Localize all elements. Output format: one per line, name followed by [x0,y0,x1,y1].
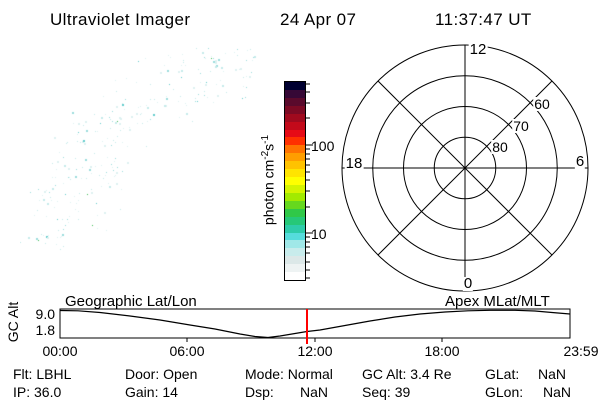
xtick-0000: 00:00 [42,343,78,359]
timeline-title-geographic: Geographic Lat/Lon [65,293,197,310]
mlat-label-80: 80 [491,139,509,155]
status-glon-value: NaN [543,384,572,400]
mlt-label-18: 18 [344,155,364,172]
gc-alt-max-label: 9.0 [35,306,55,322]
xtick-1200: 12:00 [297,343,333,359]
date-display: 24 Apr 07 [280,10,357,29]
gc-alt-axis-label: GC Alt [5,301,21,343]
status-ip: IP: 36.0 [13,384,62,400]
colorbar-gradient [284,81,306,281]
status-glat-label: GLat: [485,366,520,382]
xtick-1800: 18:00 [424,343,460,359]
mlat-label-70: 70 [512,118,530,134]
status-door: Door: Open [125,366,198,382]
status-gain: Gain: 14 [125,384,178,400]
mlt-label-0: 0 [462,275,474,292]
colorbar-units-label: photon cm-2s-1 [260,134,277,226]
gc-alt-curve [59,309,571,339]
status-dsp-value: NaN [300,384,329,400]
colorbar-tick-100: 100 [311,138,335,154]
mlt-label-12: 12 [468,41,488,58]
colorbar-tick-10: 10 [311,226,327,242]
mlat-label-60: 60 [533,96,551,112]
status-glon-label: GLon: [485,384,524,400]
status-glat-value: NaN [538,366,567,382]
gc-alt-min-label: 1.8 [35,322,55,338]
xtick-2359: 23:59 [563,343,599,359]
mlt-label-6: 6 [574,153,586,170]
status-mode: Mode: Normal [245,366,333,382]
xtick-0600: 06:00 [169,343,205,359]
status-seq: Seq: 39 [362,384,411,400]
uv-image-speckles [20,45,265,295]
time-display: 11:37:47 UT [435,10,532,29]
status-gc-alt: GC Alt: 3.4 Re [362,366,452,382]
timeline-title-apex: Apex MLat/MLT [445,293,550,310]
page-title: Ultraviolet Imager [50,10,191,29]
status-flt: Flt: LBHL [13,366,72,382]
status-dsp-label: Dsp: [245,384,274,400]
